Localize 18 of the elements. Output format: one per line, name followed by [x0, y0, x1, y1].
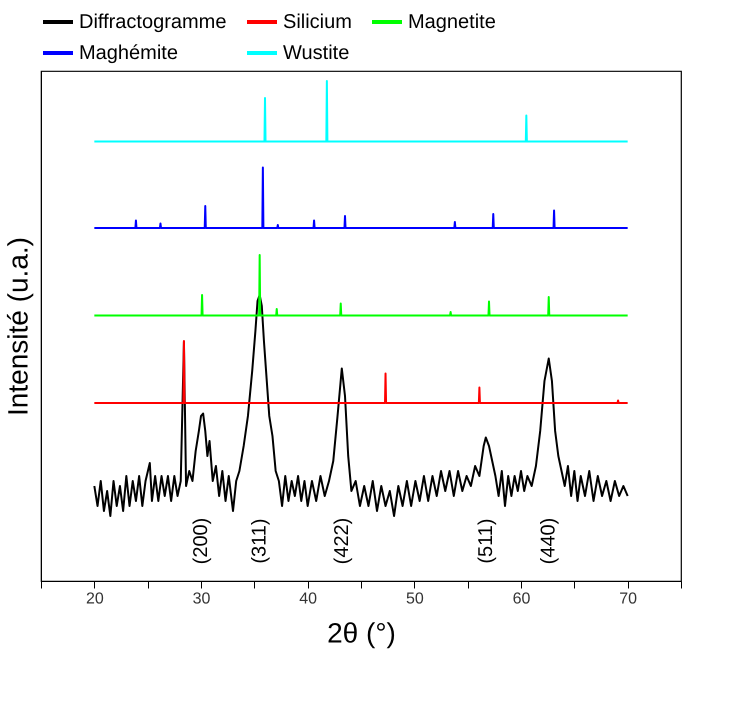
- annotation: (311): [248, 518, 271, 564]
- legend-label: Magnetite: [408, 11, 496, 33]
- legend-label: Diffractogramme: [79, 11, 226, 33]
- x-axis-title: 2θ (°): [327, 618, 396, 648]
- legend-label: Wustite: [283, 42, 350, 64]
- x-tick-label: 40: [299, 590, 318, 608]
- annotation: (200): [190, 518, 212, 564]
- x-tick-label: 50: [406, 590, 424, 608]
- annotation: (511): [474, 518, 497, 564]
- x-tick-label: 70: [619, 590, 638, 608]
- legend-label: Silicium: [283, 11, 352, 33]
- x-tick-label: 60: [512, 590, 530, 608]
- x-tick-label: 20: [86, 590, 104, 608]
- y-axis-title: Intensité (u.a.): [2, 237, 34, 416]
- x-tick-label: 30: [192, 590, 210, 608]
- annotation: (422): [330, 518, 353, 564]
- legend-label: Maghémite: [79, 42, 178, 64]
- annotation: (440): [538, 518, 560, 564]
